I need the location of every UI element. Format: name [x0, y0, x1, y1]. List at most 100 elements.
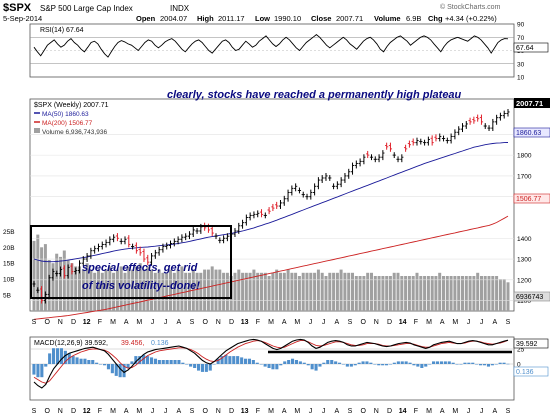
macd-hist-bar	[494, 364, 498, 365]
ohlc-bar	[309, 189, 313, 200]
volume-bar	[381, 276, 385, 311]
macd-hist-bar	[236, 356, 240, 364]
ohlc-bar	[267, 207, 271, 215]
macd-hist-bar	[334, 361, 338, 364]
macd-hist-bar	[330, 360, 334, 364]
ohlc-bar	[297, 187, 302, 194]
macd-hist-bar	[475, 364, 479, 365]
macd-hist-bar	[130, 361, 134, 364]
price-tick-label: 1800	[517, 153, 532, 160]
ohlc-bar	[407, 140, 412, 148]
ohlc-bar	[377, 154, 381, 163]
ohlc-bar	[453, 129, 457, 140]
macd-hist-bar	[373, 364, 377, 365]
x-axis-label: S	[32, 319, 37, 326]
ohlc-bar	[464, 121, 468, 129]
volume-bar	[74, 266, 78, 311]
macd-hist-bar	[134, 356, 138, 364]
macd-hist-bar	[232, 356, 236, 364]
volume-value: 6.9B	[406, 14, 421, 23]
x-axis-label: J	[467, 319, 471, 326]
volume-bar	[81, 269, 85, 311]
macd-hist-bar	[283, 361, 287, 364]
x-axis-label: D	[387, 408, 392, 415]
volume-bar	[472, 276, 476, 311]
ohlc-bar	[138, 246, 142, 256]
close-value: 2007.71	[336, 14, 363, 23]
volume-bar	[70, 263, 74, 311]
macd-hist-bar	[150, 357, 154, 364]
volatility-box	[30, 225, 232, 299]
ohlc-bar	[96, 243, 101, 252]
ohlc-bar	[316, 177, 320, 190]
macd-hist-bar	[271, 364, 275, 370]
volume-legend: Volume 6,936,743,936	[42, 129, 107, 136]
volume-bar	[180, 266, 184, 311]
volume-bar	[165, 272, 169, 311]
ohlc-bar	[350, 162, 355, 175]
x-axis-label: A	[176, 408, 181, 415]
ohlc-bar	[449, 133, 453, 144]
macd-hist-bar	[75, 357, 79, 364]
ohlc-bar	[168, 240, 173, 249]
macd-panel: MACD(12,26,9) 39.592, 39.456, 0.136 250 …	[29, 336, 549, 401]
ohlc-bar	[271, 203, 275, 212]
macd-hist-bar	[263, 364, 267, 367]
volume-bar	[93, 272, 97, 311]
volume-bar	[153, 272, 157, 311]
x-axis-label: A	[282, 408, 287, 415]
ohlc-bar	[290, 185, 294, 196]
macd-hist-bar	[479, 364, 483, 366]
volume-bar	[210, 266, 214, 311]
volume-bar	[347, 272, 351, 311]
x-axis-label: J	[322, 408, 326, 415]
macd-value-tag: 39.592	[516, 341, 538, 348]
x-axis-label: M	[294, 408, 300, 415]
ohlc-bar	[112, 234, 116, 243]
volume-bar	[199, 272, 203, 311]
volume-bar	[464, 276, 468, 311]
volume-label: Volume	[374, 14, 401, 23]
volume-bar	[411, 276, 415, 311]
volume-bar	[407, 276, 411, 311]
volume-bar	[108, 266, 112, 311]
macd-hist-bar	[361, 361, 365, 364]
ohlc-bar	[222, 235, 226, 244]
chg-value: +4.34 (+0.22%)	[445, 14, 497, 23]
volume-bar	[396, 272, 400, 311]
close-tag: 2007.71	[516, 99, 543, 108]
x-axis-label: N	[58, 408, 63, 415]
ohlc-bar	[32, 281, 36, 287]
ohlc-bar	[430, 135, 434, 146]
macd-hist-bar	[463, 362, 467, 364]
ohlc-bar	[115, 233, 120, 242]
ohlc-bar	[218, 237, 222, 244]
ohlc-bar	[85, 253, 89, 262]
x-axis-label: J	[480, 319, 484, 326]
macd-hist-bar	[157, 360, 161, 364]
x-axis-label: O	[202, 319, 208, 326]
macd-hist-bar	[424, 364, 428, 367]
volume-bar	[491, 276, 495, 311]
x-axis-label: 13	[241, 319, 249, 326]
ohlc-bar	[89, 247, 93, 259]
x-axis-label: M	[136, 319, 142, 326]
low-label: Low	[255, 14, 270, 23]
volume-bar	[85, 263, 89, 311]
ohlc-bar	[479, 114, 484, 125]
ohlc-bar	[77, 260, 82, 274]
volume-bar	[400, 276, 404, 311]
ohlc-bar	[100, 241, 104, 250]
ohlc-bar	[472, 116, 476, 124]
ohlc-bar	[275, 201, 279, 209]
macd-hist-bar	[326, 360, 330, 364]
macd-hist-bar	[83, 358, 87, 364]
close-label: Close	[311, 14, 331, 23]
macd-hist-bar	[63, 350, 67, 364]
macd-hist-bar	[169, 360, 173, 364]
volume-bar	[263, 272, 267, 311]
macd-hist-bar	[439, 361, 443, 364]
macd-hist-bar	[259, 364, 263, 365]
macd-hist-bar	[291, 358, 295, 364]
ohlc-bar	[119, 238, 123, 245]
